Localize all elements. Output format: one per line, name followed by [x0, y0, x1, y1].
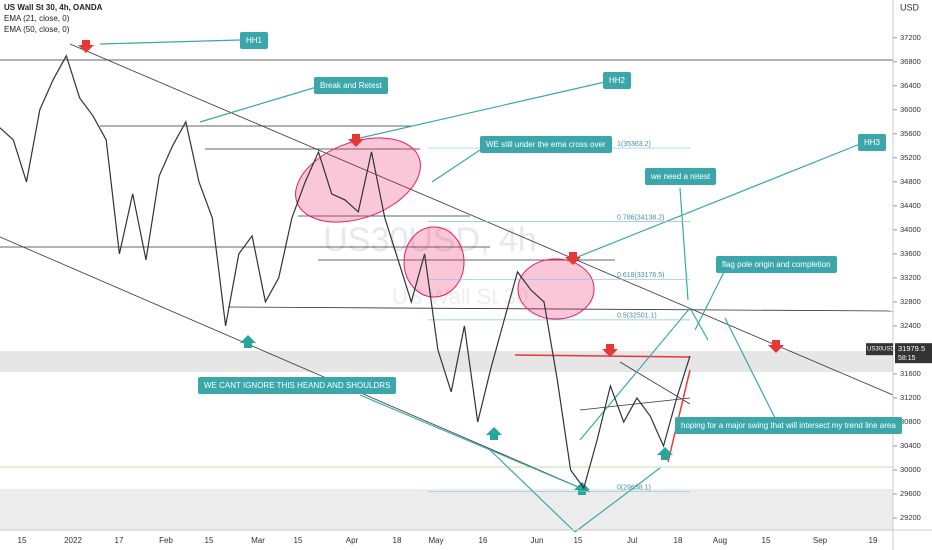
x-tick-label: Sep	[813, 536, 828, 545]
band	[0, 351, 893, 372]
fib-label: 0(29638.1)	[617, 485, 651, 492]
x-tick-label: 18	[674, 536, 683, 545]
x-tick-label: Apr	[346, 536, 359, 545]
ema-legend: EMA (50, close, 0)	[4, 25, 70, 34]
y-tick-label: 30800	[900, 417, 921, 426]
down-arrows	[78, 40, 784, 357]
y-tick-label: 34800	[900, 177, 921, 186]
x-tick-label: 15	[18, 536, 27, 545]
last-price: 31979.5	[898, 344, 925, 353]
x-tick-label: 18	[393, 536, 402, 545]
callout: HH2	[603, 72, 632, 89]
callout: WE still under the ema cross over	[480, 136, 612, 153]
y-tick-label: 32400	[900, 321, 921, 330]
y-tick-label: 31200	[900, 393, 921, 402]
y-tick-label: 29600	[900, 489, 921, 498]
x-tick-label: 15	[205, 536, 214, 545]
y-tick-label: 33600	[900, 249, 921, 258]
y-tick-label: 34400	[900, 201, 921, 210]
price-tag	[895, 343, 932, 364]
callout: hoping for a major swing that will inter…	[675, 417, 902, 434]
callout-lines	[99, 39, 861, 533]
y-tick-label: 30400	[900, 441, 921, 450]
price-line	[0, 54, 691, 490]
y-tick-label: 37200	[900, 33, 921, 42]
x-tick-label: Aug	[713, 536, 727, 545]
y-tick-label: 32800	[900, 297, 921, 306]
y-tick-label: 29200	[900, 513, 921, 522]
symbol: US Wall St 30, 4h, OANDA	[4, 3, 103, 12]
y-tick-label: 36800	[900, 57, 921, 66]
callout: WE CANT IGNORE THIS HEAND AND SHOULDRS	[198, 377, 397, 394]
y-tick-label: 36000	[900, 105, 921, 114]
y-tick-label: 36400	[900, 81, 921, 90]
y-tick-label: 30000	[900, 465, 921, 474]
price-tag	[866, 343, 893, 356]
y-tick-label: 33200	[900, 273, 921, 282]
fib-label: 0.786(34138.2)	[617, 214, 664, 221]
ema-legend: EMA (21, close, 0)	[4, 14, 70, 23]
countdown: 58:15	[898, 355, 916, 362]
x-tick-label: Feb	[159, 536, 173, 545]
x-tick-label: 19	[869, 536, 878, 545]
callout: HH3	[858, 134, 887, 151]
x-tick-label: 15	[574, 536, 583, 545]
callout: HH1	[240, 32, 269, 49]
x-tick-label: 2022	[64, 536, 82, 545]
currency: USD	[900, 2, 920, 12]
callout: flag pole origin and completion	[716, 256, 837, 273]
y-tick-label: 31600	[900, 369, 921, 378]
drawings	[0, 43, 894, 493]
callout: we need a retest	[645, 168, 717, 185]
y-tick-label: 35600	[900, 129, 921, 138]
x-tick-label: 17	[115, 536, 124, 545]
callout: Break and Retest	[314, 77, 388, 94]
fib-label: 0.5(32501.1)	[617, 313, 657, 320]
level	[514, 354, 691, 358]
x-tick-label: Mar	[251, 536, 265, 545]
fib-label: 1(35363.2)	[617, 141, 651, 148]
x-tick-label: 15	[762, 536, 771, 545]
price-tag-symbol: US30USD	[867, 347, 895, 353]
x-tick-label: May	[428, 536, 443, 545]
x-tick-label: Jul	[627, 536, 637, 545]
y-tick-label: 34000	[900, 225, 921, 234]
band	[0, 489, 893, 530]
x-tick-label: 15	[294, 536, 303, 545]
x-tick-label: Jun	[531, 536, 544, 545]
x-tick-label: 16	[479, 536, 488, 545]
y-tick-label: 35200	[900, 153, 921, 162]
projection	[667, 369, 691, 463]
fib-label: 0.618(33176.5)	[617, 272, 664, 279]
